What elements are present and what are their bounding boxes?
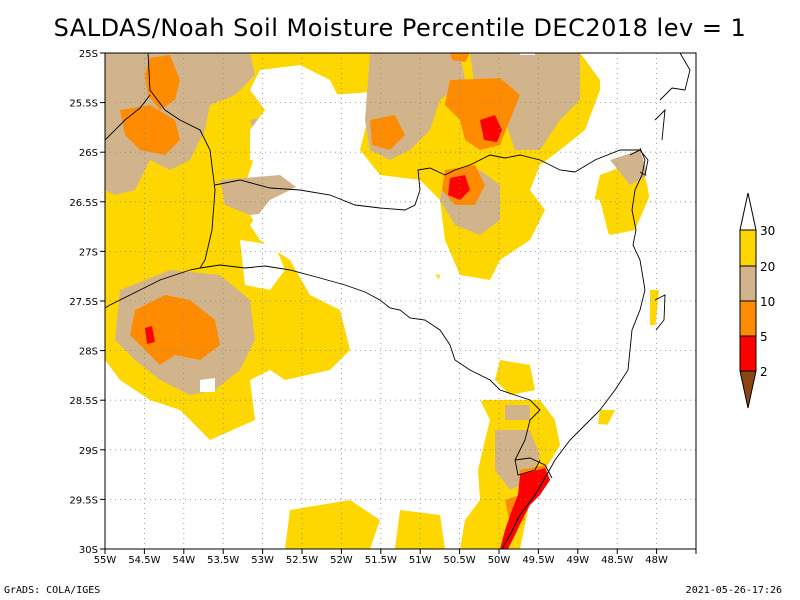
lon-label: 51W: [409, 555, 432, 566]
lat-label: 26.5S: [69, 198, 98, 209]
lon-label: 49W: [566, 555, 589, 566]
lon-label: 54.5W: [128, 555, 160, 566]
lon-label: 52W: [330, 555, 353, 566]
lat-label: 28.5S: [69, 396, 98, 407]
lat-label: 28S: [79, 347, 98, 358]
lagoon-outline: [514, 457, 553, 479]
pr-sc-border-east: [444, 149, 640, 176]
lon-label: 53W: [251, 555, 274, 566]
lat-label: 27.5S: [69, 297, 98, 308]
colorbar-label: 2: [760, 365, 768, 379]
footer-credit: GrADS: COLA/IGES: [4, 585, 101, 596]
argentina-brazil-border: [105, 53, 216, 309]
lat-label: 25.5S: [69, 99, 98, 110]
paranagua-bay: [654, 108, 666, 141]
longitude-labels: 55W 54.5W 54W 53.5W 53W 52.5W 52W 51.5W …: [94, 555, 668, 566]
colorbar-swatch-5-10: [739, 300, 757, 337]
lon-label: 50.5W: [444, 555, 476, 566]
lat-label: 25S: [79, 49, 98, 60]
coastline: [501, 147, 646, 549]
coast-north: [659, 53, 691, 101]
lon-label: 49.5W: [522, 555, 554, 566]
lon-label: 55W: [94, 555, 117, 566]
pr-sc-state-border: [214, 167, 446, 211]
tick-marks: [100, 52, 697, 554]
above-30-holes: [200, 53, 696, 549]
sc-rs-state-border: [199, 264, 541, 476]
lat-label: 30S: [79, 545, 98, 556]
percentile-5-10-regions: [120, 53, 550, 525]
graticule: [105, 53, 696, 549]
colorbar-swatch-2-5: [739, 335, 757, 372]
santa-catarina-island: [654, 294, 666, 331]
lat-label: 29.5S: [69, 495, 98, 506]
map-title: SALDAS/Noah Soil Moisture Percentile DEC…: [53, 14, 747, 42]
colorbar-label: 5: [760, 330, 768, 344]
sao-francisco-bay: [629, 149, 649, 176]
colorbar-label: 10: [760, 295, 775, 309]
lat-label: 29S: [79, 446, 98, 457]
lon-label: 53.5W: [207, 555, 239, 566]
paraguay-border: [105, 94, 151, 141]
lon-label: 48.5W: [601, 555, 633, 566]
lat-label: 27S: [79, 247, 98, 258]
lat-label: 26S: [79, 148, 98, 159]
lon-label: 51.5W: [365, 555, 397, 566]
shaded-field: [105, 53, 696, 549]
colorbar-top-arrow: [739, 192, 757, 231]
lon-label: 52.5W: [286, 555, 318, 566]
colorbar-label: 20: [760, 260, 775, 274]
colorbar: 30 20 10 5 2: [739, 192, 775, 409]
lon-label: 48W: [645, 555, 668, 566]
latitude-labels: 25S 25.5S 26S 26.5S 27S 27.5S 28S 28.5S …: [69, 49, 98, 556]
colorbar-swatch-10-20: [739, 265, 757, 302]
boundary-lines: [105, 53, 691, 549]
footer-timestamp: 2021-05-26-17:26: [685, 585, 782, 596]
lon-label: 54W: [172, 555, 195, 566]
colorbar-bottom-arrow: [739, 370, 757, 409]
lon-label: 50W: [488, 555, 511, 566]
colorbar-swatch-20-30: [739, 229, 757, 267]
colorbar-label: 30: [760, 224, 775, 238]
